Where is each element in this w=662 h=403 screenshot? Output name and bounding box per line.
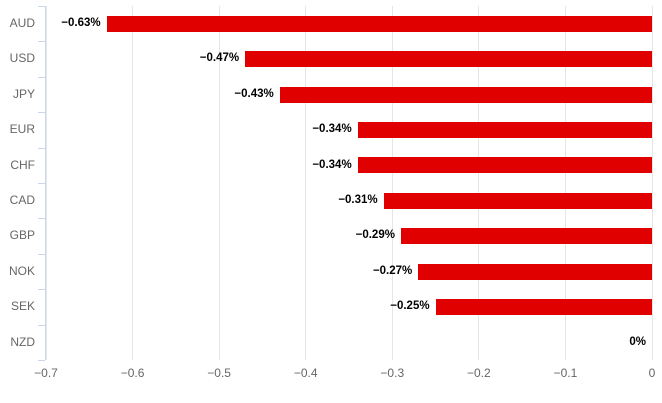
bar bbox=[106, 15, 652, 32]
gridline bbox=[218, 6, 220, 360]
category-label: CHF bbox=[10, 157, 35, 172]
y-axis-tick bbox=[38, 253, 45, 255]
bar bbox=[357, 121, 652, 138]
gridline bbox=[651, 6, 653, 360]
gridline bbox=[45, 6, 47, 360]
y-axis-tick bbox=[38, 41, 45, 43]
bar bbox=[245, 51, 652, 68]
x-axis-tick-label: −0.6 bbox=[120, 366, 145, 380]
y-axis-tick bbox=[38, 183, 45, 184]
y-axis-tick bbox=[38, 112, 45, 114]
x-axis-tick-label: −0.4 bbox=[293, 366, 318, 380]
bar-value-label: −0.34% bbox=[312, 158, 352, 171]
bar bbox=[435, 298, 652, 315]
bar bbox=[279, 86, 652, 103]
gridline bbox=[305, 6, 307, 360]
bar bbox=[357, 157, 652, 174]
bar-value-label: −0.43% bbox=[234, 87, 274, 100]
category-label: NZD bbox=[10, 334, 35, 349]
bar-value-label: −0.63% bbox=[61, 17, 101, 29]
bar-value-label: −0.25% bbox=[390, 300, 430, 313]
y-axis-tick bbox=[38, 289, 45, 291]
bar-value-label: −0.27% bbox=[372, 264, 413, 277]
bar bbox=[383, 192, 652, 209]
y-axis-line bbox=[45, 6, 46, 360]
gridline bbox=[132, 6, 134, 360]
category-label: SEK bbox=[10, 299, 35, 314]
category-label: JPY bbox=[12, 86, 35, 101]
gridline bbox=[478, 6, 480, 360]
x-axis-tick-label: 0 bbox=[648, 366, 656, 380]
gridline bbox=[391, 6, 393, 360]
category-label: EUR bbox=[9, 122, 35, 137]
x-axis-tick-label: −0.2 bbox=[466, 366, 491, 380]
category-label: NOK bbox=[8, 263, 35, 278]
category-label: AUD bbox=[9, 16, 35, 30]
y-axis-tick bbox=[38, 76, 45, 78]
bar-value-label: −0.47% bbox=[199, 52, 240, 65]
y-axis-tick bbox=[38, 324, 45, 326]
y-axis-tick bbox=[38, 147, 45, 149]
category-label: USD bbox=[9, 51, 35, 66]
bar-value-label: −0.29% bbox=[355, 229, 395, 242]
x-axis-tick-label: −0.5 bbox=[207, 366, 231, 380]
gridline bbox=[564, 6, 566, 360]
bar-value-label: 0% bbox=[629, 335, 646, 348]
y-axis-tick bbox=[38, 218, 45, 220]
y-axis-tick bbox=[38, 6, 45, 7]
category-label: CAD bbox=[9, 193, 35, 207]
bar bbox=[418, 263, 652, 280]
x-axis-tick-label: −0.1 bbox=[553, 366, 578, 380]
bar-value-label: −0.31% bbox=[338, 194, 378, 206]
x-axis-tick-label: −0.7 bbox=[34, 366, 58, 380]
category-label: GBP bbox=[9, 228, 35, 243]
bar-value-label: −0.34% bbox=[312, 123, 352, 136]
y-axis-tick bbox=[38, 360, 45, 361]
x-axis-tick-label: −0.3 bbox=[380, 366, 405, 380]
bar bbox=[400, 228, 652, 245]
